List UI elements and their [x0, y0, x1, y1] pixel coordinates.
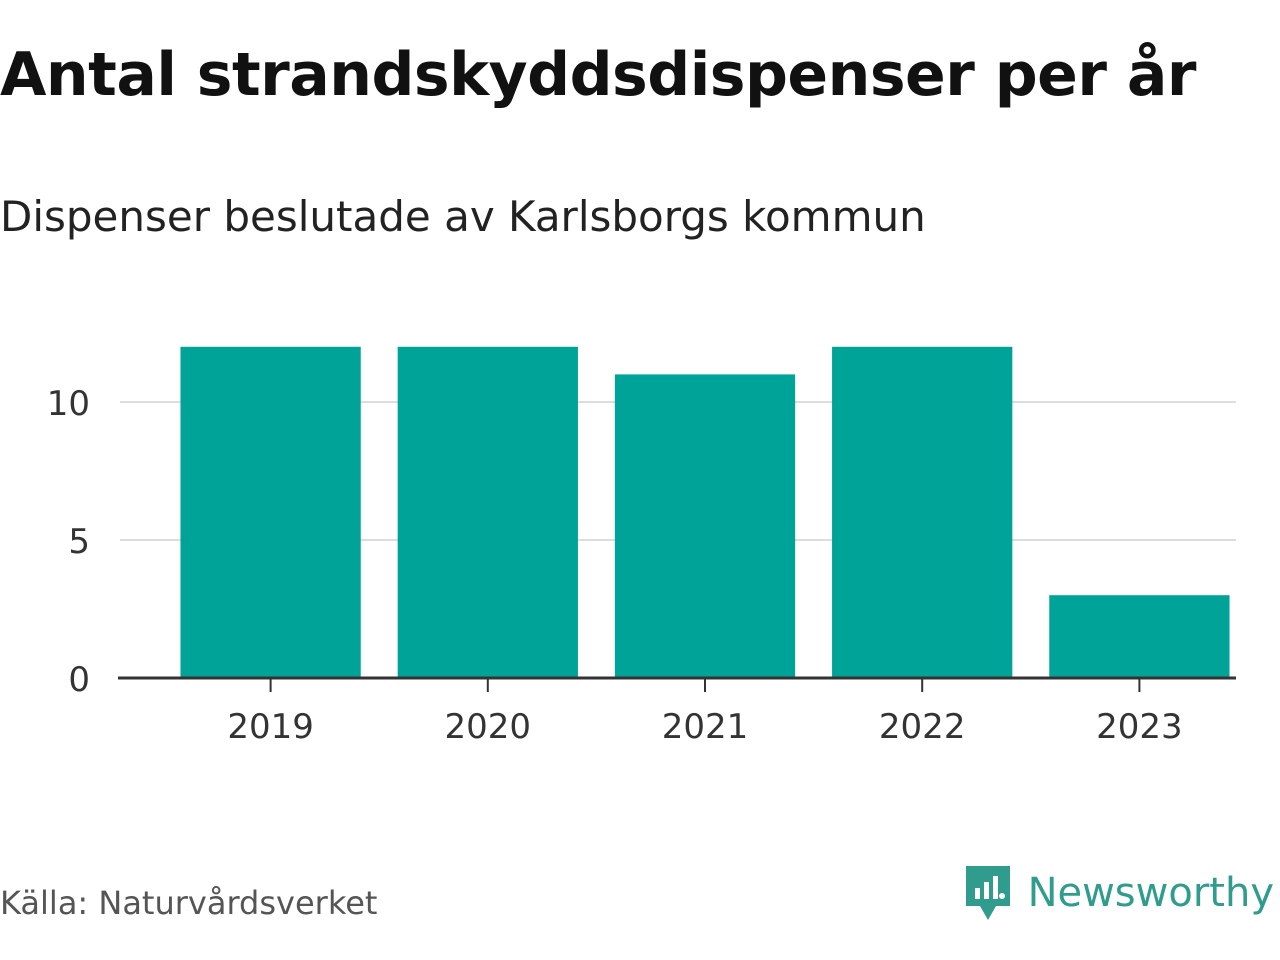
bar-2020 [397, 346, 578, 678]
y-tick-label: 5 [68, 522, 90, 562]
x-tick-label: 2021 [662, 707, 749, 747]
x-tick-label: 2023 [1096, 707, 1183, 747]
x-tick-label: 2020 [445, 707, 532, 747]
x-axis [118, 676, 1236, 692]
source-note: Källa: Naturvårdsverket [0, 884, 378, 922]
x-tick-label: 2019 [227, 707, 314, 747]
y-axis-labels: 0 5 10 [47, 384, 90, 700]
brand-name: Newsworthy [1027, 870, 1274, 916]
y-tick-label: 10 [47, 384, 90, 424]
bar-2021 [614, 374, 796, 678]
brand-logo: Newsworthy [962, 862, 1274, 924]
newsworthy-logo-icon [965, 866, 1010, 920]
bar-2023 [1049, 595, 1230, 678]
bars [180, 346, 1230, 678]
chart-subtitle: Dispenser beslutade av Karlsborgs kommun [0, 192, 926, 241]
bar-2019 [180, 346, 361, 678]
x-axis-labels: 2019 2020 2021 2022 2023 [227, 707, 1182, 747]
bar-2022 [832, 346, 1013, 678]
bar-chart: 0 5 10 2019 2020 2021 2022 2023 [47, 346, 1236, 747]
x-tick-label: 2022 [879, 707, 966, 747]
y-tick-label: 0 [68, 660, 90, 700]
chart-title: Antal strandskyddsdispenser per år [0, 40, 1196, 110]
